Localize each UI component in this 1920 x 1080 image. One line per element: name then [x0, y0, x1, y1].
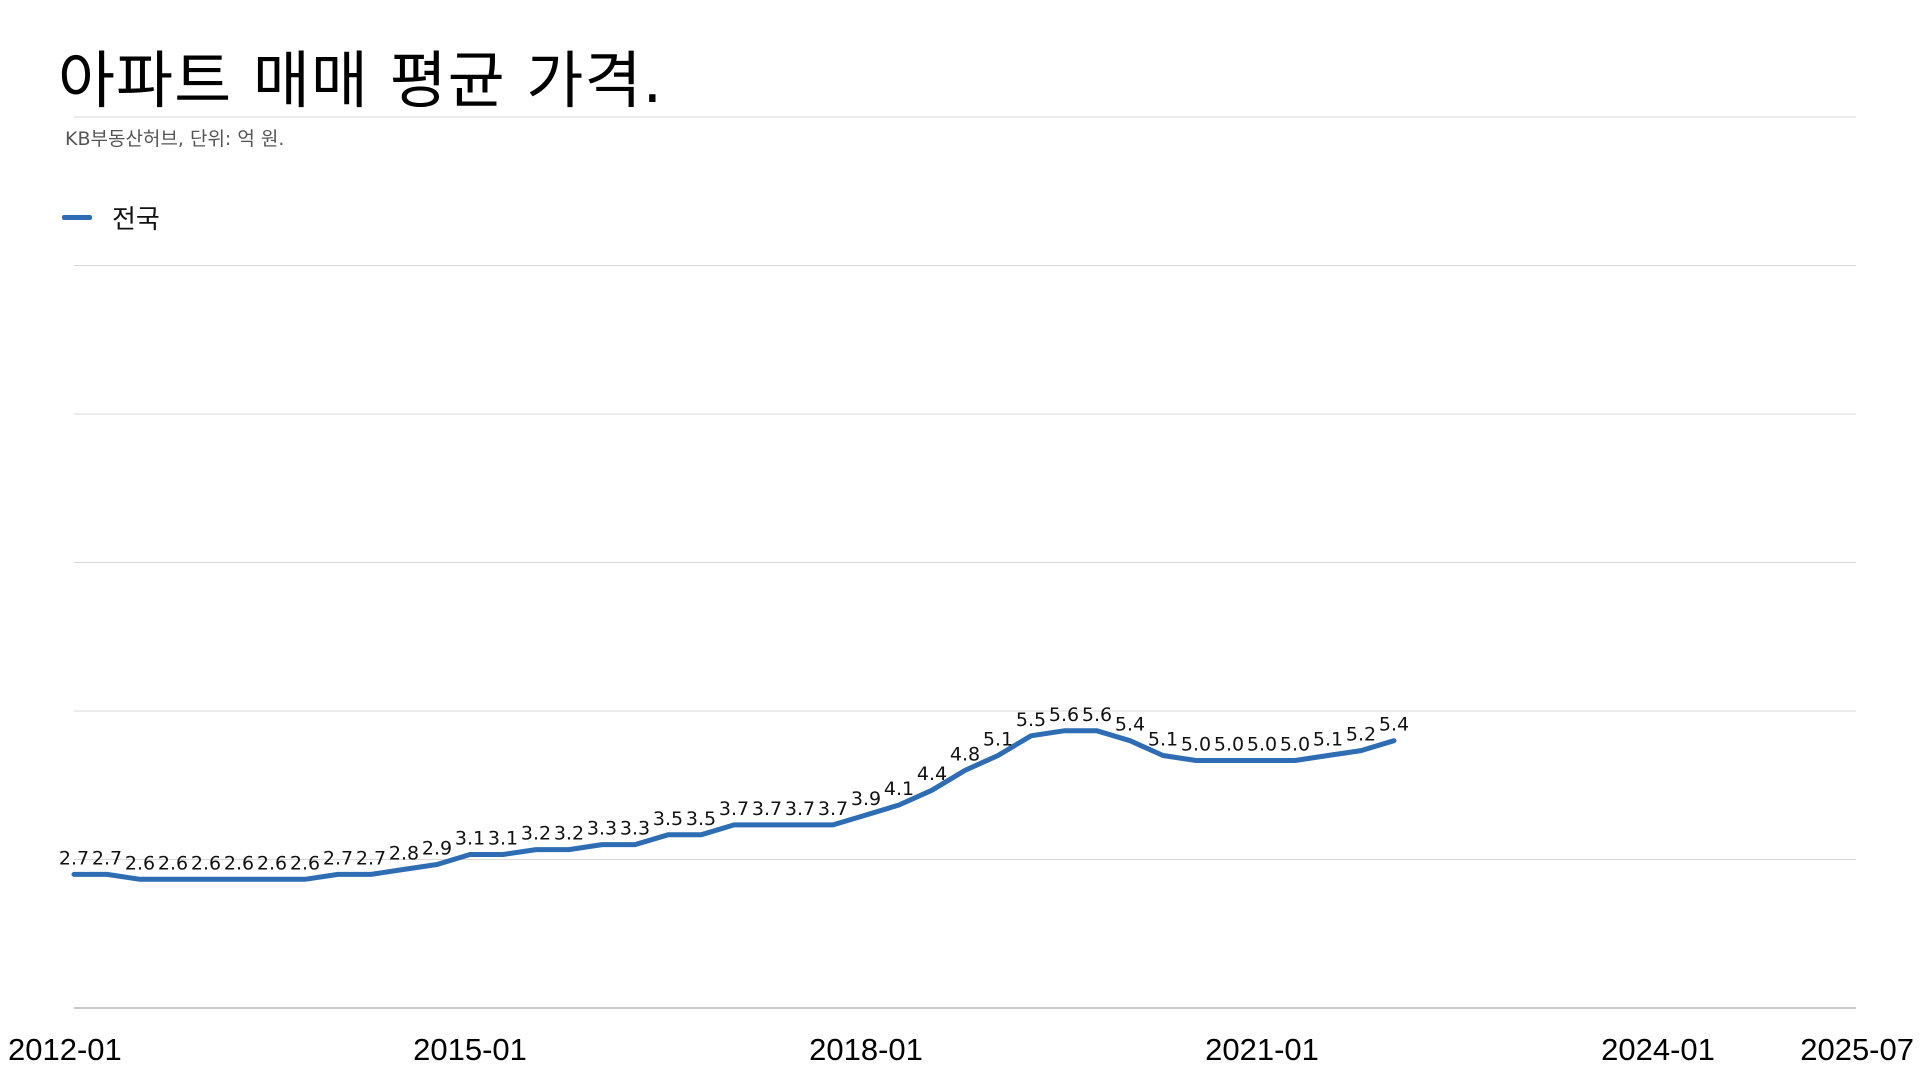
data-label: 2.7	[92, 847, 122, 869]
data-label: 5.4	[1379, 714, 1409, 736]
data-label: 5.1	[1148, 729, 1178, 751]
x-tick-label: 2021-01	[1205, 1032, 1319, 1067]
data-label: 2.6	[125, 852, 155, 874]
data-label: 4.8	[950, 743, 980, 765]
data-label: 4.1	[884, 778, 914, 800]
data-label: 3.7	[752, 798, 782, 820]
chart-subtitle: KB부동산허브, 단위: 억 원.	[65, 128, 285, 150]
data-label: 5.6	[1082, 704, 1112, 726]
x-tick-label: 2024-01	[1601, 1032, 1715, 1067]
data-label: 3.5	[653, 808, 683, 830]
data-label: 5.0	[1247, 734, 1277, 756]
x-tick-label: 2012-01	[8, 1032, 122, 1067]
data-label: 2.6	[191, 852, 221, 874]
data-label: 5.0	[1214, 734, 1244, 756]
data-label: 2.7	[323, 847, 353, 869]
data-label: 3.7	[719, 798, 749, 820]
data-label: 2.6	[224, 852, 254, 874]
data-label: 2.6	[158, 852, 188, 874]
grid	[74, 116, 1856, 1009]
data-label: 5.5	[1016, 709, 1046, 731]
data-label: 5.1	[983, 729, 1013, 751]
data-label: 2.6	[290, 852, 320, 874]
data-label: 3.9	[851, 788, 881, 810]
data-label: 3.3	[587, 818, 617, 840]
data-label: 2.8	[389, 842, 419, 864]
legend-label: 전국	[112, 204, 160, 235]
legend-swatch	[62, 214, 92, 220]
series-1: 2.7 2.7 2.6 2.6 2.6 2.6 2.6 2.6 2.7 2.7 2.8 2.9 3.1 3…	[59, 704, 1409, 882]
data-label: 3.5	[686, 808, 716, 830]
data-label: 2.9	[422, 838, 452, 860]
data-label: 4.4	[917, 763, 947, 785]
legend-item: 전국	[62, 198, 160, 236]
series-line	[71, 728, 1397, 882]
x-tick-label: 2015-01	[413, 1032, 527, 1067]
legend: 전국	[62, 198, 160, 236]
data-label: 3.2	[521, 823, 551, 845]
data-label: 5.0	[1181, 734, 1211, 756]
x-axis: 2012-01 2015-01 2018-01 2021-01 2024-01 2025-…	[8, 1032, 1914, 1067]
chart-title: 아파트 매매 평균 가격.	[58, 44, 664, 117]
x-tick-label: 2025-07	[1800, 1032, 1914, 1067]
data-label: 3.1	[455, 828, 485, 850]
data-label: 3.1	[488, 828, 518, 850]
data-label: 3.3	[620, 818, 650, 840]
data-label: 5.2	[1346, 724, 1376, 746]
data-label: 2.7	[356, 847, 386, 869]
data-label: 5.4	[1115, 714, 1145, 736]
data-label: 3.7	[785, 798, 815, 820]
data-label: 2.7	[59, 847, 89, 869]
data-label: 5.0	[1280, 734, 1310, 756]
data-label: 3.2	[554, 823, 584, 845]
x-tick-label: 2018-01	[809, 1032, 923, 1067]
data-label: 5.6	[1049, 704, 1079, 726]
data-label: 2.6	[257, 852, 287, 874]
data-label: 5.1	[1313, 729, 1343, 751]
data-label: 3.7	[818, 798, 848, 820]
